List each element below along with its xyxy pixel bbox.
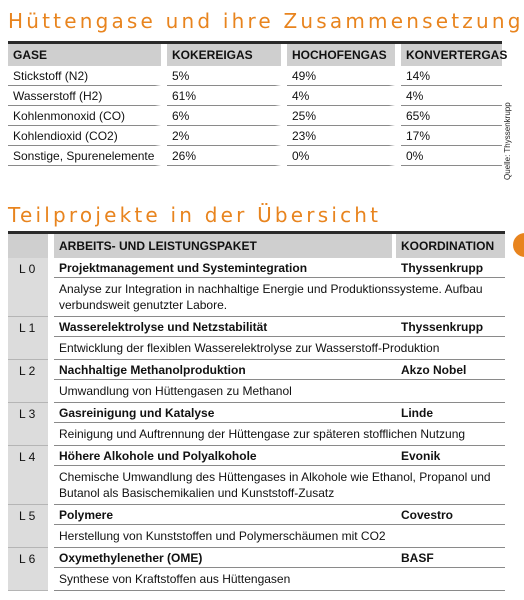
table-header-row: GASE KOKEREIGAS HOCHOFENGAS KONVERTERGAS	[8, 41, 507, 66]
gas-name-cell: Kohlenmonoxid (CO)	[8, 106, 161, 126]
project-description: Synthese von Kraftstoffen aus Hüttengase…	[54, 568, 505, 591]
side-tab-marker	[513, 233, 524, 257]
gas-share-cell: 25%	[287, 106, 395, 126]
project-name: Wasserelektrolyse und Netzstabilität	[59, 320, 268, 334]
gas-name-cell: Wasserstoff (H2)	[8, 86, 161, 106]
project-name: Polymere	[59, 508, 114, 522]
gas-share-cell: 26%	[167, 146, 281, 166]
table-row: Kohlenmonoxid (CO) 6% 25% 65%	[8, 106, 502, 126]
project-coordinator: Akzo Nobel	[401, 363, 467, 377]
gas-composition-table: GASE KOKEREIGAS HOCHOFENGAS KONVERTERGAS…	[8, 41, 507, 166]
project-name: Nachhaltige Methanolproduktion	[59, 363, 246, 377]
project-title-row: Polymere Covestro	[54, 505, 505, 525]
project-title-row: Wasserelektrolyse und Netzstabilität Thys…	[54, 317, 505, 337]
project-title-row: Oxymethylenether (OME) BASF	[54, 548, 505, 568]
project-code-cell: L 2	[8, 360, 48, 403]
header-code-column	[8, 234, 48, 258]
project-name: Höhere Alkohole und Polyalkohole	[59, 449, 257, 463]
column-header-work-package: ARBEITS- UND LEISTUNGSPAKET	[54, 234, 392, 258]
gas-table-title: Hüttengase und ihre Zusammensetzung	[8, 9, 524, 33]
gas-share-cell: 17%	[401, 126, 502, 146]
project-title-row: Nachhaltige Methanolproduktion Akzo Nobel	[54, 360, 505, 380]
column-header-coordination: KOORDINATION	[396, 234, 505, 258]
project-description: Reinigung und Auftrennung der Hüttengase…	[54, 423, 505, 446]
subprojects-table: ARBEITS- UND LEISTUNGSPAKET KOORDINATION…	[8, 231, 505, 591]
project-entry: L 5 Polymere Covestro Herstellung von Kunst…	[8, 505, 505, 548]
project-description: Analyse zur Integration in nachhaltige E…	[54, 278, 505, 317]
project-coordinator: Thyssenkrupp	[401, 320, 484, 334]
project-code: L 6	[19, 552, 36, 566]
project-entry: L 2 Nachhaltige Methanolproduktion Akzo No…	[8, 360, 505, 403]
gas-share-cell: 49%	[287, 66, 395, 86]
gas-name-cell: Sonstige, Spurenelemente	[8, 146, 161, 166]
gas-share-cell: 23%	[287, 126, 395, 146]
project-coordinator: Evonik	[401, 449, 441, 463]
projects-table-title: Teilprojekte in der Übersicht	[8, 203, 382, 227]
project-coordinator: Thyssenkrupp	[401, 261, 484, 275]
project-code-cell: L 0	[8, 258, 48, 317]
table-row: Wasserstoff (H2) 61% 4% 4%	[8, 86, 502, 106]
project-description: Herstellung von Kunststoffen und Polymer…	[54, 525, 505, 548]
project-code: L 3	[19, 407, 36, 421]
project-code-cell: L 4	[8, 446, 48, 505]
project-description: Entwicklung der flexiblen Wasserelektrol…	[54, 337, 505, 360]
gas-share-cell: 0%	[287, 146, 395, 166]
gas-table-body: Stickstoff (N2) 5% 49% 14% Wasserstoff (H2) 6…	[8, 66, 502, 166]
column-header-kokereigas: KOKEREIGAS	[167, 44, 281, 66]
table-header-row: ARBEITS- UND LEISTUNGSPAKET KOORDINATION	[8, 231, 505, 258]
project-code: L 0	[19, 262, 36, 276]
project-coordinator: BASF	[401, 551, 434, 565]
table-row: Stickstoff (N2) 5% 49% 14%	[8, 66, 502, 86]
table-row: Sonstige, Spurenelemente 26% 0% 0%	[8, 146, 502, 166]
subprojects-table-body: L 0 Projektmanagement und Systemintegrati…	[8, 258, 505, 591]
source-note: Quelle: Thyssenkrupp	[503, 102, 512, 180]
project-code: L 4	[19, 450, 36, 464]
table-row: Kohlendioxid (CO2) 2% 23% 17%	[8, 126, 502, 146]
gas-share-cell: 2%	[167, 126, 281, 146]
project-entry: L 3 Gasreinigung und Katalyse Linde Reinigu…	[8, 403, 505, 446]
project-name: Projektmanagement und Systemintegration	[59, 261, 308, 275]
project-description: Umwandlung von Hüttengasen zu Methanol	[54, 380, 505, 403]
project-coordinator: Linde	[401, 406, 433, 420]
project-entry: L 4 Höhere Alkohole und Polyalkohole Evoni…	[8, 446, 505, 505]
project-description: Chemische Umwandlung des Hüttengases in …	[54, 466, 505, 505]
column-header-hochofengas: HOCHOFENGAS	[287, 44, 395, 66]
project-code: L 1	[19, 321, 36, 335]
gas-share-cell: 4%	[287, 86, 395, 106]
gas-share-cell: 5%	[167, 66, 281, 86]
project-entry: L 6 Oxymethylenether (OME) BASF Synthese vo…	[8, 548, 505, 591]
column-header-gases: GASE	[8, 44, 161, 66]
project-code-cell: L 6	[8, 548, 48, 591]
project-title-row: Höhere Alkohole und Polyalkohole Evonik	[54, 446, 505, 466]
project-title-row: Projektmanagement und Systemintegration T…	[54, 258, 505, 278]
gas-name-cell: Kohlendioxid (CO2)	[8, 126, 161, 146]
project-code-cell: L 5	[8, 505, 48, 548]
gas-share-cell: 14%	[401, 66, 502, 86]
project-name: Gasreinigung und Katalyse	[59, 406, 215, 420]
project-code: L 5	[19, 509, 36, 523]
column-header-konvertergas: KONVERTERGAS	[401, 44, 507, 66]
gas-share-cell: 61%	[167, 86, 281, 106]
gas-share-cell: 0%	[401, 146, 502, 166]
project-entry: L 0 Projektmanagement und Systemintegrati…	[8, 258, 505, 317]
project-name: Oxymethylenether (OME)	[59, 551, 203, 565]
gas-share-cell: 6%	[167, 106, 281, 126]
project-code-cell: L 1	[8, 317, 48, 360]
project-entry: L 1 Wasserelektrolyse und Netzstabilität T…	[8, 317, 505, 360]
project-title-row: Gasreinigung und Katalyse Linde	[54, 403, 505, 423]
project-code: L 2	[19, 364, 36, 378]
project-code-cell: L 3	[8, 403, 48, 446]
project-coordinator: Covestro	[401, 508, 454, 522]
gas-name-cell: Stickstoff (N2)	[8, 66, 161, 86]
gas-share-cell: 65%	[401, 106, 502, 126]
gas-share-cell: 4%	[401, 86, 502, 106]
